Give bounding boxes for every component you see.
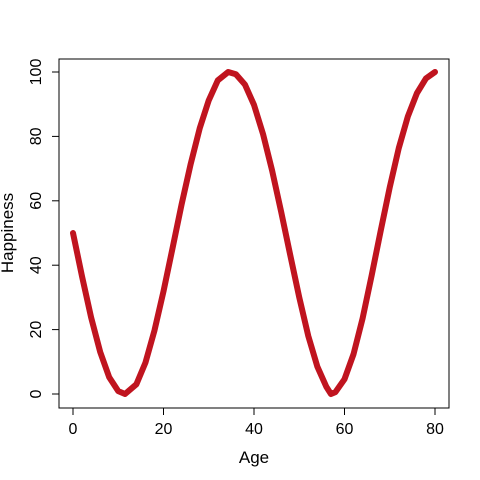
x-tick-label: 0 [69, 421, 78, 438]
y-axis: 0 20 40 60 80 100 [28, 59, 59, 398]
y-tick-label: 80 [28, 127, 45, 145]
series-line-0 [70, 69, 438, 397]
series-layer [70, 69, 438, 397]
y-tick-label: 60 [28, 192, 45, 210]
y-tick-label: 0 [28, 389, 45, 398]
x-axis: 0 20 40 60 80 [69, 408, 444, 438]
y-tick-label: 20 [28, 321, 45, 339]
y-tick-label: 100 [28, 59, 45, 86]
x-tick-label: 80 [426, 421, 444, 438]
x-tick-label: 60 [336, 421, 354, 438]
y-tick-label: 40 [28, 256, 45, 274]
x-tick-label: 40 [245, 421, 263, 438]
x-axis-label: Age [239, 448, 269, 467]
x-tick-label: 20 [155, 421, 173, 438]
y-axis-label: Happiness [0, 193, 17, 273]
